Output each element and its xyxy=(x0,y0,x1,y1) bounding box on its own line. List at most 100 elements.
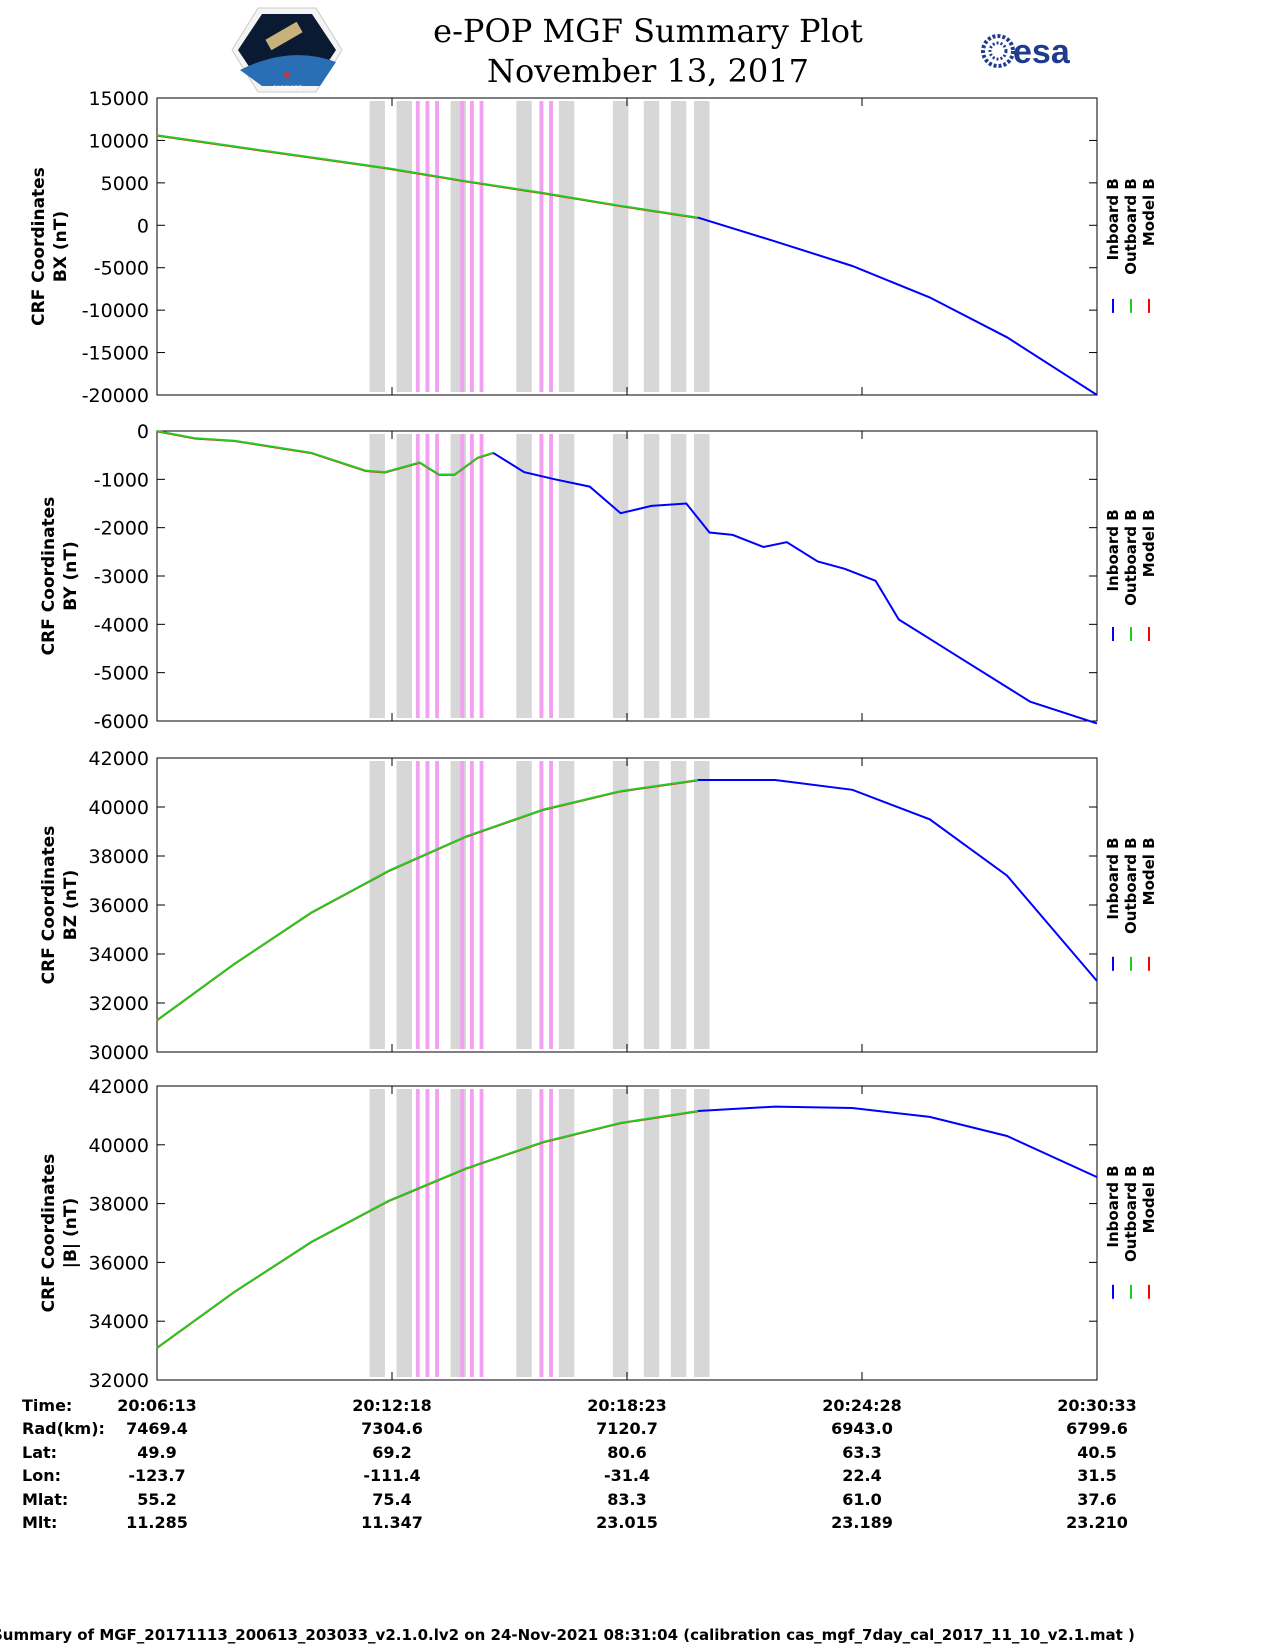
cassiope-logo-text: CASSIOPE xyxy=(272,85,302,92)
table-cell: 75.4 xyxy=(372,1490,411,1509)
table-cell: 11.347 xyxy=(361,1513,423,1532)
y-tick-label: 10000 xyxy=(89,130,149,152)
legend-label: Model B xyxy=(1140,1165,1158,1233)
pink-data-band xyxy=(460,1089,465,1377)
pink-data-band xyxy=(435,434,440,718)
table-row-label: Mlat: xyxy=(22,1490,68,1509)
footer-text: Summary of MGF_20171113_200613_203033_v2… xyxy=(0,1626,1135,1644)
legend: Inboard B Outboard B Model B xyxy=(1104,509,1158,641)
table-cell: 23.189 xyxy=(831,1513,893,1532)
table-row-label: Lat: xyxy=(22,1443,57,1462)
y-tick-label: 30000 xyxy=(89,1042,149,1064)
gray-data-band xyxy=(694,761,710,1049)
gray-data-band xyxy=(612,434,629,718)
legend-label: Outboard B xyxy=(1122,509,1140,606)
y-tick-label: -15000 xyxy=(82,343,149,365)
gray-data-band xyxy=(558,1089,575,1377)
y-tick-label: 0 xyxy=(137,215,149,237)
legend-label: Model B xyxy=(1140,837,1158,905)
table-cell: 6799.6 xyxy=(1066,1419,1128,1438)
table-cell: 20:18:23 xyxy=(587,1396,667,1415)
table-cell: 55.2 xyxy=(137,1490,176,1509)
gray-data-band xyxy=(643,1089,660,1377)
gray-data-band xyxy=(643,761,660,1049)
table-row-label: Time: xyxy=(22,1396,72,1415)
legend-label: Outboard B xyxy=(1122,1165,1140,1262)
pink-data-band xyxy=(460,761,465,1049)
table-cell: 11.285 xyxy=(126,1513,188,1532)
y-axis-label-line2: BY (nT) xyxy=(61,541,81,611)
table-row-label: Rad(km): xyxy=(22,1419,105,1438)
legend-label: Inboard B xyxy=(1104,1165,1122,1247)
y-tick-label: 38000 xyxy=(89,1194,149,1216)
gray-data-band xyxy=(396,101,412,392)
gray-data-band xyxy=(558,101,575,392)
esa-logo: esa xyxy=(981,33,1071,71)
legend-label: Outboard B xyxy=(1122,837,1140,934)
y-tick-label: 5000 xyxy=(101,173,149,195)
series-inboard-b xyxy=(697,779,1098,982)
table-cell: 61.0 xyxy=(842,1490,881,1509)
y-tick-label: -5000 xyxy=(94,258,149,280)
pink-data-band xyxy=(539,1089,544,1377)
y-tick-label: 0 xyxy=(137,421,149,443)
gray-data-band xyxy=(516,434,532,718)
table-cell: 49.9 xyxy=(137,1443,176,1462)
y-axis-label: CRF Coordinates |B| (nT) xyxy=(39,1154,81,1313)
pink-data-band xyxy=(469,761,474,1049)
table-cell: -111.4 xyxy=(363,1466,420,1485)
pink-data-band xyxy=(415,1089,420,1377)
gray-data-band xyxy=(670,434,687,718)
gray-data-band xyxy=(694,434,710,718)
y-axis-label-line2: |B| (nT) xyxy=(61,1198,81,1269)
pink-data-band xyxy=(435,761,440,1049)
table-cell: 7469.4 xyxy=(126,1419,188,1438)
table-row-label: Mlt: xyxy=(22,1513,57,1532)
pink-data-band xyxy=(460,101,465,392)
table-cell: 37.6 xyxy=(1077,1490,1116,1509)
y-tick-label: 34000 xyxy=(89,1311,149,1333)
legend-label: Inboard B xyxy=(1104,837,1122,919)
y-axis-label-line1: CRF Coordinates xyxy=(39,1154,59,1313)
pink-data-band xyxy=(549,434,554,718)
table-cell: 31.5 xyxy=(1077,1466,1116,1485)
legend-label: Model B xyxy=(1140,178,1158,246)
table-cell: 22.4 xyxy=(842,1466,881,1485)
panel-1: 15000 10000 5000 0 -5000 -10000 -15000 -20000 CR… xyxy=(29,88,1158,407)
panel-2: 0 -1000 -2000 -3000 -4000 -5000 -6000 CRF Coord… xyxy=(39,421,1158,733)
y-tick-label: -3000 xyxy=(94,566,149,588)
y-tick-label: -2000 xyxy=(94,518,149,540)
table-cell: 7120.7 xyxy=(596,1419,658,1438)
table-cell: 20:06:13 xyxy=(117,1396,197,1415)
gray-data-band xyxy=(694,1089,710,1377)
series-outboard-b xyxy=(156,1110,699,1349)
y-tick-label: 40000 xyxy=(89,797,149,819)
gray-data-band xyxy=(369,761,385,1049)
legend-label: Inboard B xyxy=(1104,509,1122,591)
legend-label: Model B xyxy=(1140,509,1158,577)
y-tick-label: 34000 xyxy=(89,944,149,966)
y-axis-label-line2: BX (nT) xyxy=(51,211,71,282)
legend-label: Inboard B xyxy=(1104,178,1122,260)
table-cell: 40.5 xyxy=(1077,1443,1116,1462)
table-cell: 20:12:18 xyxy=(352,1396,432,1415)
y-axis-label-line1: CRF Coordinates xyxy=(29,167,49,326)
series-outboard-b xyxy=(156,134,699,219)
pink-data-band xyxy=(539,761,544,1049)
pink-data-band xyxy=(549,101,554,392)
y-tick-label: -6000 xyxy=(94,711,149,733)
panel-4: 42000 40000 38000 36000 34000 32000 CRF Coordi… xyxy=(39,1076,1158,1392)
table-cell: 83.3 xyxy=(607,1490,646,1509)
pink-data-band xyxy=(435,101,440,392)
y-tick-label: -1000 xyxy=(94,469,149,491)
gray-data-band xyxy=(670,101,687,392)
legend: Inboard B Outboard B Model B xyxy=(1104,178,1158,313)
plot-title: e-POP MGF Summary Plot xyxy=(433,12,863,50)
y-tick-label: 15000 xyxy=(89,88,149,110)
pink-data-band xyxy=(460,434,465,718)
legend: Inboard B Outboard B Model B xyxy=(1104,837,1158,971)
gray-data-band xyxy=(612,1089,629,1377)
y-axis-label: CRF Coordinates BZ (nT) xyxy=(39,826,81,985)
y-tick-label: 38000 xyxy=(89,846,149,868)
